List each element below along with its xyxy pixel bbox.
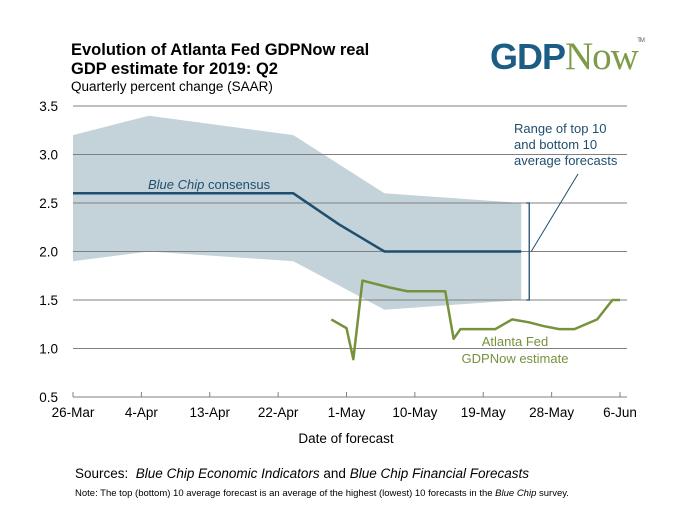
y-tick-label: 2.5 [39,196,58,211]
sources-italic-1: Blue Chip Economic Indicators [135,466,320,481]
x-tick-label: 1-May [328,405,366,420]
note-suffix: survey. [539,488,569,499]
chart-title: Evolution of Atlanta Fed GDPNow real GDP… [71,41,391,79]
y-tick-label: 3.0 [39,148,58,163]
logo-trademark: TM [637,38,645,44]
note-italic: Blue Chip [495,488,537,499]
sources-italic-2: Blue Chip Financial Forecasts [349,466,530,481]
y-tick-label: 0.5 [39,390,58,405]
x-tick-label: 22-Apr [258,405,299,420]
gdpnow-estimate-line [330,279,620,361]
x-tick-label: 26-Mar [52,405,95,420]
x-tick-label: 10-May [392,405,437,420]
y-tick-label: 3.5 [39,99,58,114]
blue-chip-consensus-line [73,192,522,253]
x-tick-label: 13-Apr [189,405,230,420]
y-tick-label: 2.0 [39,245,58,260]
title-line-1: Evolution of Atlanta Fed GDPNow real [71,41,370,59]
title-line-2: GDP estimate for 2019: Q2 [71,60,278,78]
y-tick-label: 1.5 [39,293,58,308]
note-prefix: Note: The top (bottom) 10 average foreca… [75,488,493,499]
consensus-label-rest: consensus [204,177,270,192]
x-tick-label: 19-May [461,405,506,420]
range-leader-line [530,173,579,252]
range-label-line: Range of top 10 [514,121,607,136]
gdpnow-logo: GDPNow TM [490,34,645,79]
range-label-line: and bottom 10 [514,137,597,152]
logo-gdp: GDP [490,36,566,77]
x-axis-label: Date of forecast [298,431,394,446]
range-bracket [526,202,530,301]
sources-and: and [323,466,346,481]
chart-subtitle: Quarterly percent change (SAAR) [71,79,273,94]
gdpnow-label-line: Atlanta Fed [482,334,549,349]
x-tick-label: 28-May [529,405,574,420]
gdpnow-label-line: GDPNow estimate [462,351,569,366]
x-tick-label: 4-Apr [125,405,159,420]
forecast-range-band [73,115,522,310]
x-tick-label: 6-Jun [603,405,637,420]
y-tick-label: 1.0 [39,342,58,357]
sources-text: Sources: Blue Chip Economic Indicators a… [75,466,529,481]
consensus-label-italic: Blue Chip [148,177,204,192]
sources-prefix: Sources: [75,466,129,481]
note-text: Note: The top (bottom) 10 average foreca… [75,488,569,499]
consensus-label: Blue Chip consensus [148,177,271,192]
range-label-line: average forecasts [514,153,618,168]
logo-now: Now [565,35,639,78]
